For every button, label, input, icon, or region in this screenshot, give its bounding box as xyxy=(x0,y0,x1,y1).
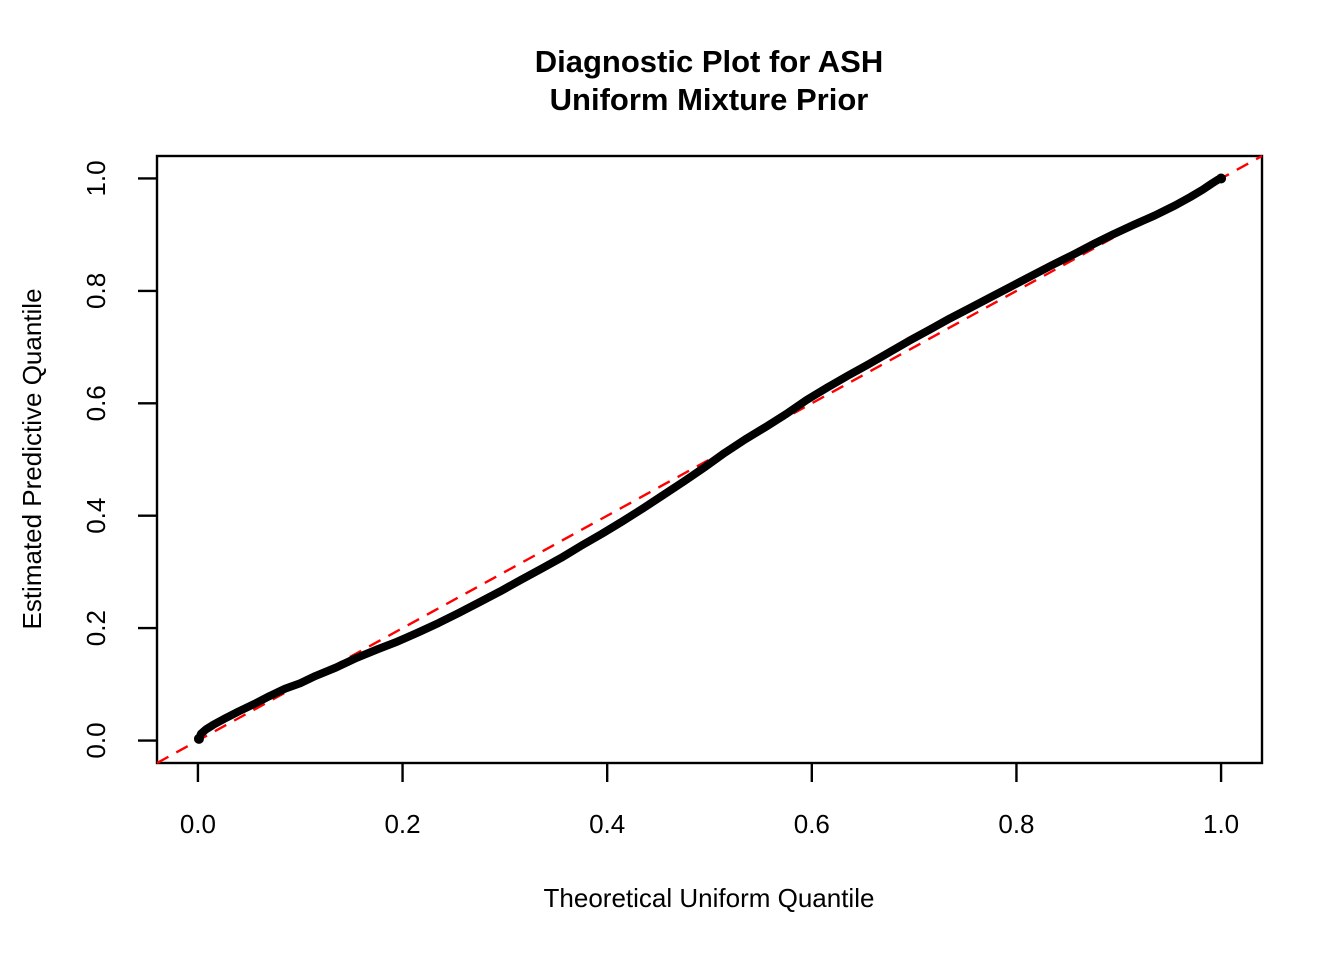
y-axis-label: Estimated Predictive Quantile xyxy=(17,288,47,629)
x-axis-label: Theoretical Uniform Quantile xyxy=(544,883,875,913)
x-tick-label: 0.0 xyxy=(180,809,216,839)
x-tick-label: 0.2 xyxy=(384,809,420,839)
chart-title-line2: Uniform Mixture Prior xyxy=(550,82,869,117)
y-tick-label: 1.0 xyxy=(81,160,111,196)
x-tick-label: 0.6 xyxy=(794,809,830,839)
y-tick-label: 0.4 xyxy=(81,498,111,534)
curve-end-point-cluster xyxy=(1216,173,1227,184)
x-tick-label: 0.8 xyxy=(998,809,1034,839)
chart-title-line1: Diagnostic Plot for ASH xyxy=(535,44,883,79)
qq-curve xyxy=(194,174,1226,743)
y-tick-label: 0.0 xyxy=(81,722,111,758)
x-tick-label: 0.4 xyxy=(589,809,625,839)
plot-frame xyxy=(155,154,1264,765)
curve-start-point-cluster xyxy=(193,733,204,744)
y-axis-ticks: 0.0 0.2 0.4 0.6 0.8 1.0 xyxy=(81,160,157,759)
y-tick-label: 0.6 xyxy=(81,385,111,421)
y-tick-label: 0.8 xyxy=(81,273,111,309)
x-axis-ticks: 0.0 0.2 0.4 0.6 0.8 1.0 xyxy=(180,763,1239,839)
x-tick-label: 1.0 xyxy=(1203,809,1239,839)
y-tick-label: 0.2 xyxy=(81,610,111,646)
